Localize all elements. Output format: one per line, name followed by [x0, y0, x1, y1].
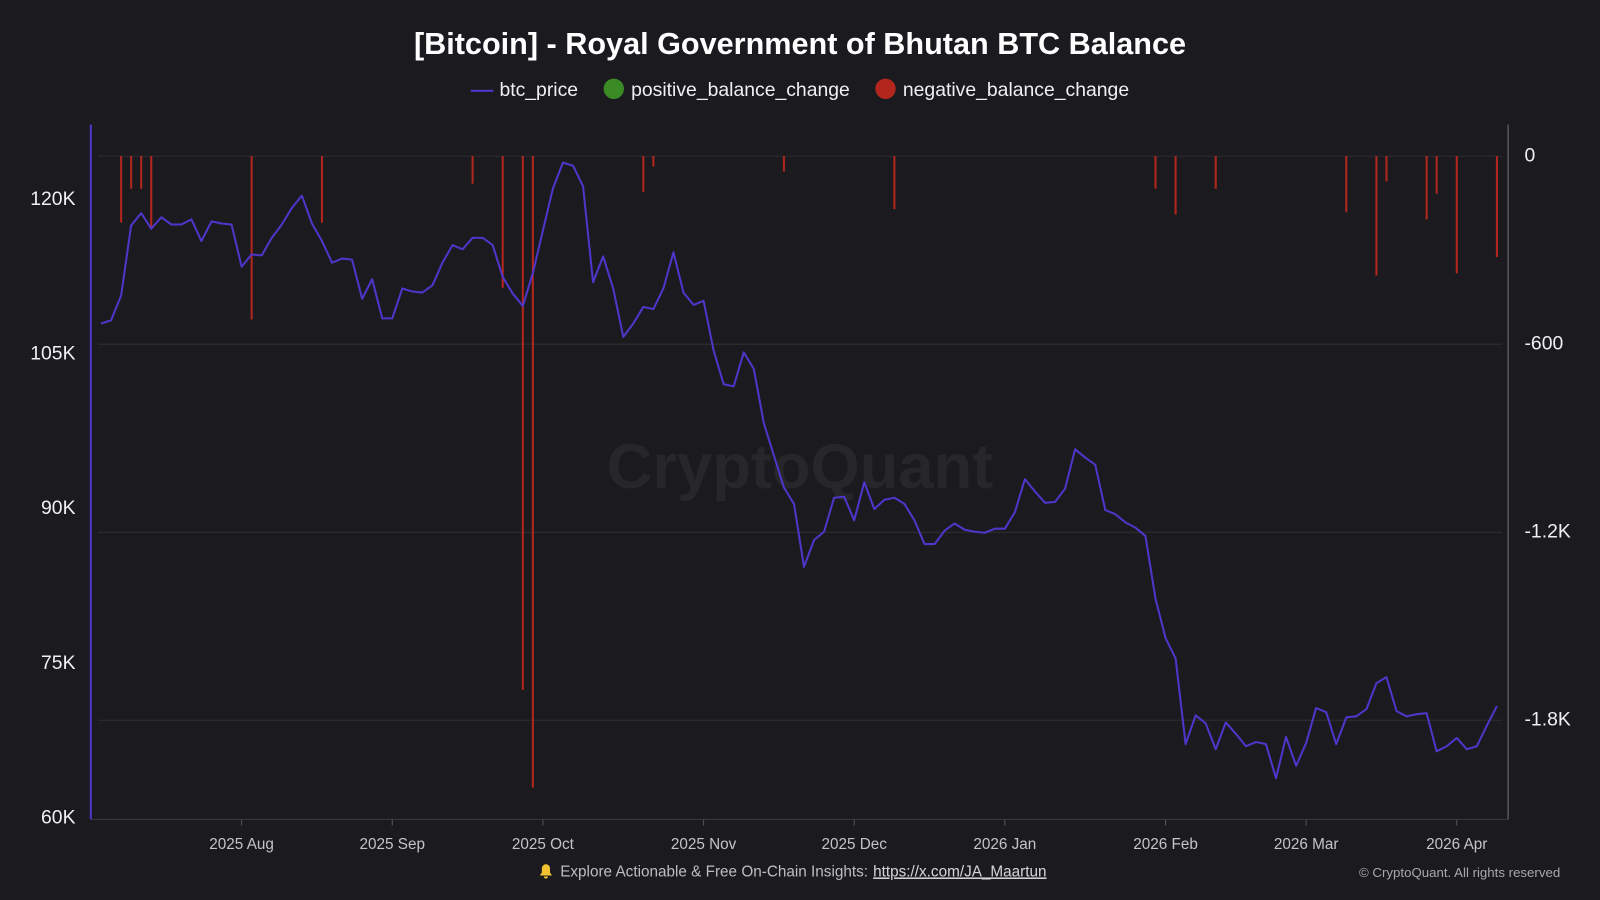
balance-bar	[1214, 156, 1217, 189]
y-tick-label: 105K	[30, 343, 75, 365]
footer-link[interactable]: https://x.com/JA_Maartun	[873, 863, 1046, 880]
balance-bar	[1455, 156, 1458, 274]
balance-bar	[1345, 156, 1348, 213]
bell-icon	[539, 864, 553, 879]
y2-tick-label: -1.8K	[1524, 708, 1570, 730]
balance-bar	[1495, 156, 1498, 258]
balance-bar	[501, 156, 504, 288]
x-tick-label: 2026 Feb	[1133, 836, 1198, 853]
x-tick-label: 2025 Aug	[209, 836, 274, 853]
y-tick-label: 90K	[41, 497, 76, 519]
balance-bar	[150, 156, 153, 230]
copyright: © CryptoQuant. All rights reserved	[1359, 865, 1560, 880]
balance-bar	[1375, 156, 1378, 276]
balance-bar	[782, 156, 785, 172]
balance-bar	[471, 156, 474, 184]
balance-bar	[120, 156, 123, 223]
balance-bar	[250, 156, 253, 320]
y2-tick-label: 0	[1524, 144, 1535, 166]
footer: Explore Actionable & Free On-Chain Insig…	[539, 863, 1560, 880]
balance-bar	[1425, 156, 1428, 220]
x-tick-label: 2026 Mar	[1274, 836, 1339, 853]
x-tick-label: 2026 Jan	[973, 836, 1036, 853]
y2-tick-label: -600	[1524, 332, 1563, 354]
balance-bar	[130, 156, 133, 189]
x-tick-label: 2025 Oct	[512, 836, 575, 853]
y2-tick-label: -1.2K	[1524, 520, 1570, 542]
legend-label: negative_balance_change	[903, 79, 1129, 101]
legend-swatch	[875, 78, 896, 99]
x-tick-label: 2025 Dec	[821, 836, 887, 853]
balance-bar	[531, 156, 534, 788]
balance-bar	[140, 156, 143, 189]
x-tick-label: 2026 Apr	[1426, 836, 1487, 853]
balance-bar	[1174, 156, 1177, 215]
legend-label: positive_balance_change	[631, 79, 850, 101]
balance-bar	[1154, 156, 1157, 189]
balance-bar	[320, 156, 323, 223]
watermark: CryptoQuant	[607, 432, 994, 502]
balance-bar	[1385, 156, 1388, 182]
legend: btc_price positive_balance_change negative…	[470, 78, 1129, 101]
y-tick-label: 60K	[41, 806, 76, 828]
price-line	[100, 161, 1498, 780]
legend-swatch	[603, 78, 624, 99]
balance-bar	[1435, 156, 1438, 194]
balance-bar	[652, 156, 655, 167]
balance-bar	[642, 156, 645, 192]
balance-bar	[893, 156, 896, 210]
balance-bar	[521, 156, 524, 690]
legend-label: btc_price	[499, 79, 578, 101]
y-tick-label: 120K	[30, 188, 75, 210]
chart-title: [Bitcoin] - Royal Government of Bhutan B…	[414, 27, 1186, 61]
x-tick-label: 2025 Sep	[360, 836, 426, 853]
footer-caption: Explore Actionable & Free On-Chain Insig…	[560, 863, 868, 880]
x-tick-label: 2025 Nov	[671, 836, 737, 853]
y-tick-label: 75K	[41, 652, 76, 674]
footer-text: Explore Actionable & Free On-Chain Insig…	[560, 863, 1046, 880]
